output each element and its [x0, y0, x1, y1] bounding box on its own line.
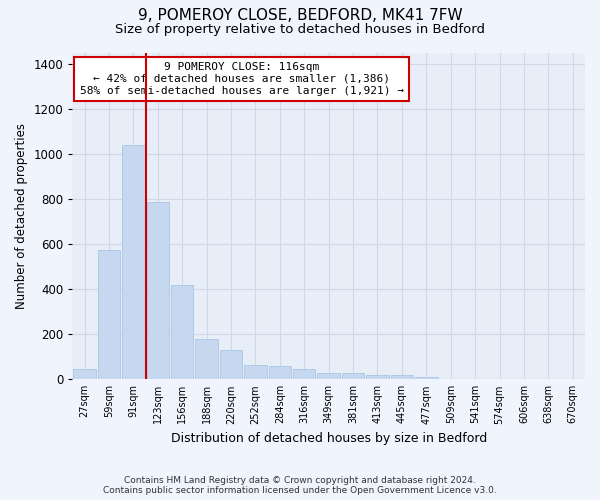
- Bar: [220, 350, 242, 380]
- Bar: [196, 338, 218, 380]
- Text: Size of property relative to detached houses in Bedford: Size of property relative to detached ho…: [115, 22, 485, 36]
- Bar: [146, 202, 169, 380]
- Bar: [73, 368, 96, 380]
- Bar: [244, 366, 266, 380]
- Y-axis label: Number of detached properties: Number of detached properties: [15, 123, 28, 309]
- Bar: [415, 376, 437, 380]
- Bar: [391, 376, 413, 380]
- Bar: [293, 368, 316, 380]
- Bar: [98, 250, 120, 380]
- Text: 9, POMEROY CLOSE, BEDFORD, MK41 7FW: 9, POMEROY CLOSE, BEDFORD, MK41 7FW: [137, 8, 463, 22]
- Bar: [317, 373, 340, 380]
- Bar: [269, 366, 291, 380]
- Text: 9 POMEROY CLOSE: 116sqm
← 42% of detached houses are smaller (1,386)
58% of semi: 9 POMEROY CLOSE: 116sqm ← 42% of detache…: [80, 62, 404, 96]
- Text: Contains HM Land Registry data © Crown copyright and database right 2024.
Contai: Contains HM Land Registry data © Crown c…: [103, 476, 497, 495]
- Bar: [366, 375, 389, 380]
- Bar: [171, 284, 193, 380]
- X-axis label: Distribution of detached houses by size in Bedford: Distribution of detached houses by size …: [170, 432, 487, 445]
- Bar: [122, 145, 145, 380]
- Bar: [342, 373, 364, 380]
